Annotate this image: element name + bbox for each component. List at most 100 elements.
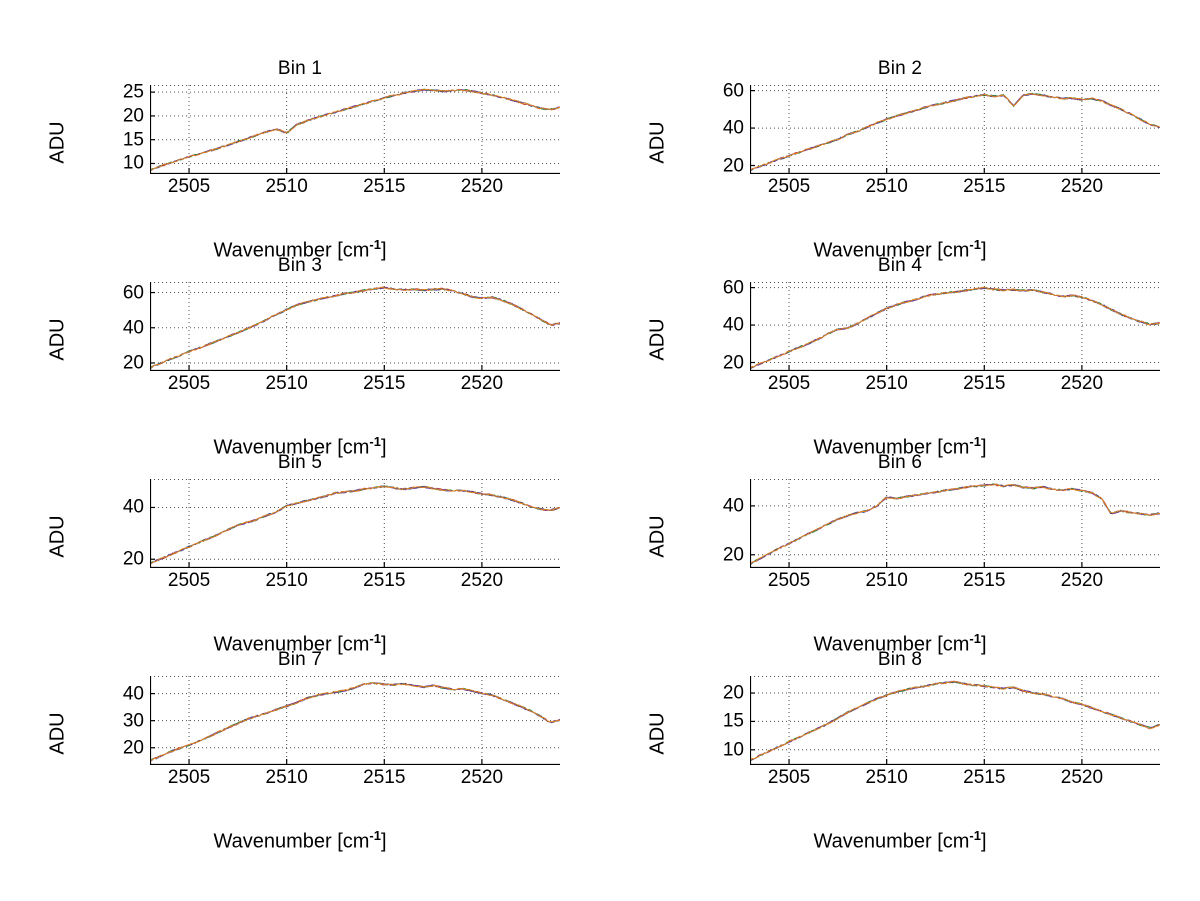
x-tick-label: 2505 [767,767,811,788]
plot-svg [750,676,1160,765]
x-axis-label-bracket: ] [380,633,387,656]
x-axis-label: Wavenumber [cm-1] [0,631,600,657]
axes-area: ADU 20 40 2505 2510 2515 2520 Wavenumber [cm-1] [0,479,600,656]
x-axis-label: Wavenumber [cm-1] [0,434,600,460]
x-tick-labels: 2505 2510 2515 2520 [150,768,560,792]
x-tick-label: 2505 [767,570,811,591]
y-tick-labels: 20 30 40 [62,676,148,764]
plot-area [750,85,1160,174]
data-series-line [150,486,560,565]
x-axis-label-exponent: -1 [369,434,381,449]
data-series-line [150,485,560,565]
data-series-line [750,287,1160,370]
data-series-line [750,680,1160,762]
plot-area [150,676,560,765]
data-series-line [150,682,560,762]
axes-area: ADU 10 15 20 2505 2510 2515 2520 Wavenumber [cm-… [600,676,1200,853]
x-tick-label: 2520 [1060,570,1104,591]
x-tick-label: 2505 [167,176,211,197]
x-tick-label: 2515 [363,176,406,197]
y-tick-label: 20 [122,352,144,374]
x-axis-label-bracket: ] [980,830,987,853]
x-axis-label: Wavenumber [cm-1] [600,828,1200,854]
subplot-title: Bin 5 [277,452,323,473]
plot-area [150,85,560,174]
x-tick-label: 2505 [767,373,811,394]
x-axis-label-exponent: -1 [969,237,981,252]
data-series-line [750,92,1160,172]
plot-svg [750,282,1160,371]
x-axis-label-bracket: ] [380,830,387,853]
x-axis-label: Wavenumber [cm-1] [0,237,600,263]
x-tick-label: 2510 [265,570,308,591]
data-series-line [750,93,1160,172]
data-series-line [150,88,560,172]
data-series-line [150,682,560,762]
x-axis-label-text: Wavenumber [cm [813,436,970,459]
x-tick-label: 2515 [963,373,1006,394]
plot-svg [150,479,560,568]
x-tick-label: 2515 [363,767,406,788]
x-tick-label: 2520 [460,176,504,197]
data-series-line [150,286,560,370]
x-tick-labels: 2505 2510 2515 2520 [150,374,560,398]
y-tick-label: 20 [722,155,744,176]
x-tick-label: 2510 [865,570,908,591]
x-axis-label-text: Wavenumber [cm [213,239,370,262]
data-series-line [150,682,560,762]
data-series-line [150,88,560,172]
data-series-line [750,483,1160,566]
plot-area [150,282,560,371]
y-tick-labels: 10 15 20 25 [62,81,148,173]
y-tick-label: 40 [722,117,744,139]
y-tick-labels: 20 40 [662,479,748,567]
subplot-title: Bin 4 [877,255,923,276]
x-axis-label: Wavenumber [cm-1] [600,237,1200,263]
x-axis-label-text: Wavenumber [cm [813,830,970,853]
x-tick-labels: 2505 2510 2515 2520 [750,571,1160,595]
x-axis-label: Wavenumber [cm-1] [600,434,1200,460]
x-axis-label-text: Wavenumber [cm [213,633,370,656]
plot-svg [150,676,560,765]
x-axis-label-exponent: -1 [369,237,381,252]
axes-area: ADU 20 30 40 2505 2510 2515 2520 Wavenumber [cm-… [0,676,600,853]
subplot-panel: Bin 2 ADU 20 40 60 2505 2510 2515 2520 Wavenumber… [600,58,1200,264]
y-tick-label: 40 [122,317,144,339]
y-tick-label: 10 [722,739,744,761]
plot-area [750,676,1160,765]
y-tick-label: 40 [722,495,744,517]
data-series-line [750,286,1160,370]
data-series-line [150,88,560,172]
subplot-title: Bin 1 [277,58,323,79]
x-tick-labels: 2505 2510 2515 2520 [750,768,1160,792]
subplot-title: Bin 7 [277,649,323,670]
axes-area: ADU 20 40 60 2505 2510 2515 2520 Wavenumber [cm-… [600,81,1200,262]
subplot-panel: Bin 3 ADU 20 40 60 2505 2510 2515 2520 Wavenumber… [0,255,600,461]
y-tick-label: 20 [122,548,144,570]
data-series-line [750,286,1160,370]
x-axis-label: Wavenumber [cm-1] [600,631,1200,657]
x-tick-label: 2520 [460,767,504,788]
y-tick-label: 20 [122,737,144,759]
data-series-line [150,88,560,172]
plot-svg [150,282,560,371]
y-tick-label: 25 [122,81,144,103]
subplot-panel: Bin 4 ADU 20 40 60 2505 2510 2515 2520 Wavenumber… [600,255,1200,461]
x-tick-label: 2515 [363,373,406,394]
subplot-panel: Bin 5 ADU 20 40 2505 2510 2515 2520 Wavenumber [… [0,452,600,658]
x-axis-label-exponent: -1 [369,828,381,843]
y-tick-label: 30 [122,710,144,732]
x-tick-label: 2505 [167,373,211,394]
x-tick-label: 2510 [865,767,908,788]
x-axis-label-bracket: ] [380,239,387,262]
x-axis-label-text: Wavenumber [cm [813,239,970,262]
x-axis-label-text: Wavenumber [cm [813,633,970,656]
x-tick-label: 2505 [167,767,211,788]
subplot-title: Bin 3 [277,255,323,276]
x-axis-label-bracket: ] [980,239,987,262]
x-axis-label-bracket: ] [980,436,987,459]
x-tick-label: 2510 [265,176,308,197]
x-tick-label: 2515 [363,570,406,591]
y-tick-label: 20 [722,544,744,566]
